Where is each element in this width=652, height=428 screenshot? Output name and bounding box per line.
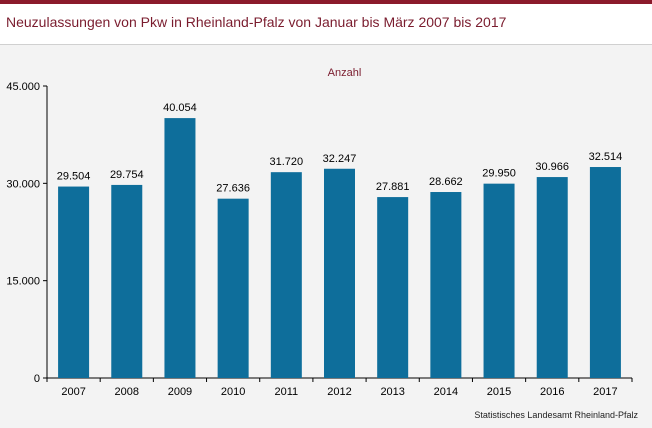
value-label-2011: 31.720	[269, 156, 303, 168]
y-axis-label: Anzahl	[328, 67, 362, 79]
bar-2007	[58, 186, 90, 378]
value-label-2017: 32.514	[589, 151, 623, 163]
y-tick-label: 30.000	[6, 178, 40, 190]
top-accent-rule	[0, 0, 652, 4]
value-label-2007: 29.504	[57, 171, 91, 183]
bar-chart: Anzahl 0 15.000 30.000 45.000 29.504 2007 29.75…	[6, 67, 633, 398]
chart-title: Neuzulassungen von Pkw in Rheinland-Pfal…	[6, 14, 507, 30]
value-label-2013: 27.881	[376, 181, 410, 193]
bar-2010	[217, 198, 249, 378]
bar-2009	[164, 118, 196, 378]
x-tick-label-2007: 2007	[61, 386, 85, 398]
x-tick-label-2010: 2010	[221, 386, 245, 398]
x-tick-label-2008: 2008	[115, 386, 139, 398]
bar-2013	[377, 197, 409, 378]
y-tick-label: 0	[34, 373, 40, 385]
bar-2017	[589, 167, 621, 378]
title-divider	[0, 44, 652, 45]
value-label-2008: 29.754	[110, 169, 144, 181]
x-tick-label-2009: 2009	[168, 386, 192, 398]
y-tick-label: 15.000	[6, 276, 40, 288]
x-tick-label-2017: 2017	[593, 386, 617, 398]
y-tick-label: 45.000	[6, 81, 40, 93]
x-tick-label-2014: 2014	[434, 386, 458, 398]
value-label-2014: 28.662	[429, 176, 463, 188]
value-label-2012: 32.247	[323, 153, 357, 165]
bar-2008	[111, 184, 143, 378]
value-label-2010: 27.636	[216, 183, 250, 195]
value-label-2016: 30.966	[535, 161, 569, 173]
bar-2011	[270, 172, 302, 378]
x-tick-label-2016: 2016	[540, 386, 564, 398]
x-tick-label-2015: 2015	[487, 386, 511, 398]
value-label-2015: 29.950	[482, 168, 516, 180]
bar-2016	[536, 177, 568, 378]
bar-2014	[430, 192, 462, 378]
bar-2012	[324, 168, 355, 378]
x-tick-label-2011: 2011	[274, 386, 298, 398]
source-note: Statistisches Landesamt Rheinland-Pfalz	[474, 410, 638, 420]
x-tick-label-2013: 2013	[380, 386, 404, 398]
value-label-2009: 40.054	[163, 102, 197, 114]
bar-2015	[483, 183, 515, 378]
x-tick-label-2012: 2012	[327, 386, 351, 398]
